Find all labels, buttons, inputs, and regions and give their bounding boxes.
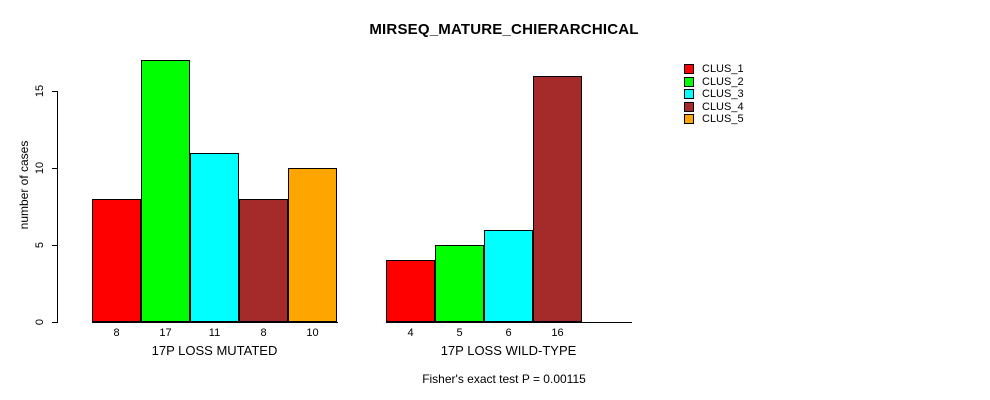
legend-label-CLUS_4: CLUS_4: [702, 100, 744, 113]
legend-swatch-CLUS_3: [684, 89, 694, 99]
bar-CLUS_4: [533, 76, 582, 322]
y-tick-mark: [52, 167, 58, 169]
legend-label-CLUS_2: CLUS_2: [702, 75, 744, 88]
bar-CLUS_3: [484, 230, 533, 322]
bar-CLUS_5: [288, 168, 337, 322]
footnote-text: Fisher's exact test P = 0.00115: [422, 372, 586, 386]
legend-swatch-CLUS_2: [684, 76, 694, 87]
bar-value-label: 4: [407, 327, 414, 339]
bar-value-label: 11: [208, 327, 221, 339]
y-axis-line: [57, 91, 58, 323]
bar-CLUS_1: [386, 260, 435, 322]
y-tick-mark: [52, 321, 58, 323]
bar-CLUS_1: [92, 199, 141, 322]
bar-value-label: 5: [456, 327, 463, 339]
bar-value-label: 17: [159, 327, 172, 339]
legend-swatch-CLUS_4: [684, 101, 694, 112]
bar-value-label: 16: [551, 327, 564, 339]
x-baseline: [92, 322, 338, 323]
bar-value-label: 8: [113, 327, 120, 339]
bar-CLUS_4: [239, 199, 288, 322]
legend-label-CLUS_3: CLUS_3: [702, 88, 744, 100]
legend-label-CLUS_1: CLUS_1: [702, 63, 744, 75]
bar-CLUS_2: [435, 245, 484, 322]
bar-CLUS_3: [190, 153, 239, 322]
chart-title: MIRSEQ_MATURE_CHIERARCHICAL: [369, 21, 639, 38]
x-baseline: [386, 322, 632, 323]
legend-swatch-CLUS_5: [684, 114, 694, 124]
y-tick-mark: [52, 90, 58, 92]
y-tick-label: 15: [34, 84, 46, 98]
bar-value-label: 8: [260, 327, 267, 339]
y-tick-mark: [52, 244, 58, 246]
y-tick-label: 10: [34, 161, 46, 175]
legend-swatch-CLUS_1: [684, 64, 694, 74]
y-axis-title: number of cases: [17, 140, 31, 230]
category-label: 17P LOSS WILD-TYPE: [440, 343, 577, 358]
bar-CLUS_2: [141, 60, 190, 322]
y-tick-label: 0: [34, 318, 46, 326]
bar-value-label: 10: [306, 327, 319, 339]
legend-label-CLUS_5: CLUS_5: [702, 113, 744, 125]
category-label: 17P LOSS MUTATED: [151, 343, 278, 358]
bar-value-label: 6: [505, 327, 512, 339]
y-tick-label: 5: [34, 241, 46, 249]
